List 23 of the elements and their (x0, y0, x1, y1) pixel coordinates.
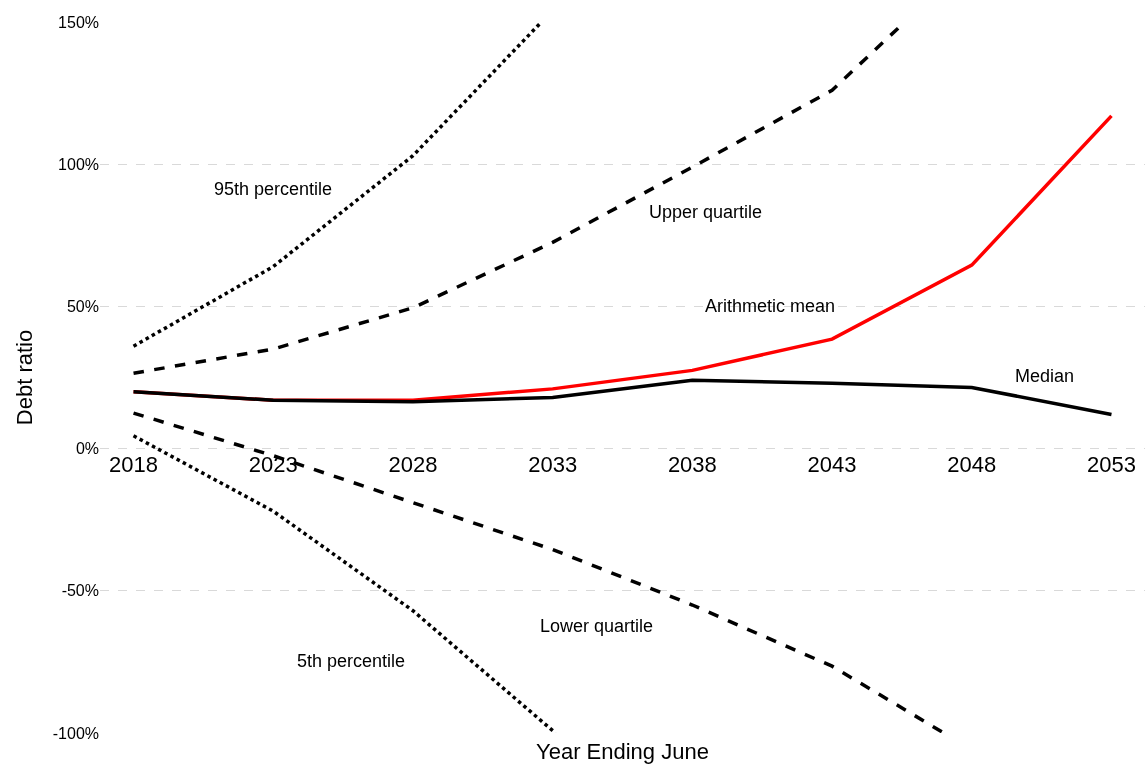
y-tick-label: 50% (66, 298, 99, 315)
x-tick-label: 2023 (248, 451, 298, 477)
line-series (131, 22, 544, 348)
series-label: 5th percentile (297, 651, 406, 671)
series-label: Arithmetic mean (705, 296, 836, 316)
x-axis-title: Year Ending June (536, 739, 709, 764)
y-tick-label: -100% (52, 724, 99, 742)
x-tick-label: 2048 (947, 451, 997, 477)
series-label: Median (1015, 366, 1075, 386)
series-label: 95th percentile (214, 179, 333, 199)
x-tick-label: 2033 (528, 451, 578, 477)
y-axis-title: Debt ratio (11, 329, 37, 426)
y-tick-label: 0% (75, 440, 99, 458)
x-tick-label: 2053 (1086, 451, 1136, 477)
x-tick-label: 2038 (667, 451, 717, 477)
x-tick-label: 2028 (388, 451, 438, 477)
y-tick-label: -50% (61, 582, 99, 600)
x-tick-label: 2043 (807, 451, 857, 477)
series-label: Upper quartile (649, 202, 763, 222)
series-label: Lower quartile (540, 616, 654, 636)
y-tick-label: 100% (58, 155, 99, 173)
x-tick-label: 2018 (109, 451, 159, 477)
y-tick-label: 150% (58, 13, 99, 31)
